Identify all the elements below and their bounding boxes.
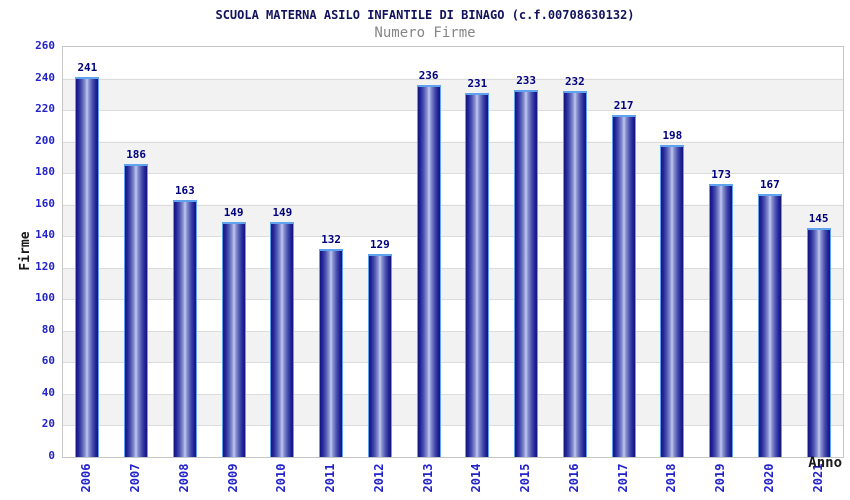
plot-area: 241 186 163 149 149 132 129 236 231 233 232 217 198 1… — [62, 46, 844, 458]
bar-value-label: 145 — [808, 212, 829, 226]
gridline — [63, 141, 843, 143]
y-axis-tick-label: 20 — [41, 417, 55, 431]
y-axis-tick-label: 40 — [41, 385, 55, 399]
x-axis-title: Anno — [808, 455, 842, 471]
bar-value-label: 241 — [77, 60, 98, 74]
bar-value-label: 167 — [759, 177, 780, 191]
bar-value-label: 231 — [467, 76, 488, 90]
gridline — [63, 425, 843, 427]
bar-value-label: 232 — [564, 75, 585, 89]
bar-2010 — [270, 222, 295, 457]
bar-2019 — [709, 184, 734, 457]
bar-value-label: 149 — [223, 206, 244, 220]
bar-value-label: 236 — [418, 68, 439, 82]
bar-2017 — [611, 114, 636, 457]
bar-2014 — [465, 92, 490, 457]
gridline — [63, 362, 843, 364]
bar-2016 — [562, 91, 587, 457]
gridline — [63, 330, 843, 332]
bar-value-label: 132 — [321, 232, 342, 246]
bar-2011 — [319, 248, 344, 457]
y-axis-tick-label: 220 — [35, 102, 55, 116]
bar-value-label: 198 — [662, 128, 683, 142]
bar-2018 — [660, 144, 685, 457]
y-axis-tick-label: 120 — [35, 259, 55, 273]
bar-2006 — [75, 76, 100, 457]
y-axis-tick-label: 0 — [48, 449, 55, 462]
y-axis-tick-label: 260 — [35, 39, 55, 52]
y-axis-tick-label: 180 — [35, 165, 55, 179]
bar-2008 — [172, 199, 197, 457]
bar-value-label: 186 — [126, 147, 147, 161]
bar-value-label: 233 — [516, 73, 537, 87]
gridline — [63, 267, 843, 269]
bar-value-label: 129 — [369, 237, 390, 251]
bar-2007 — [124, 163, 149, 457]
gridline — [63, 110, 843, 112]
gridline — [63, 173, 843, 175]
gridline — [63, 204, 843, 206]
bar-2021 — [806, 228, 831, 457]
gridline — [63, 299, 843, 301]
bar-value-label: 217 — [613, 98, 634, 112]
bar-2015 — [514, 89, 539, 457]
y-axis-tick-label: 200 — [35, 133, 55, 147]
y-axis-tick-label: 160 — [35, 196, 55, 210]
y-axis-tick-label: 140 — [35, 228, 55, 242]
bar-2009 — [221, 222, 246, 457]
y-axis-tick-label: 60 — [41, 354, 55, 368]
chart-title: SCUOLA MATERNA ASILO INFANTILE DI BINAGO… — [215, 8, 635, 22]
gridline — [63, 236, 843, 238]
gridline — [63, 393, 843, 395]
y-axis-tick-label: 100 — [35, 291, 55, 305]
bar-value-label: 149 — [272, 206, 293, 220]
y-axis-title: Firme — [18, 231, 33, 271]
bar-value-label: 173 — [711, 168, 732, 182]
chart-subtitle: Numero Firme — [374, 25, 476, 41]
bar-2012 — [367, 253, 392, 457]
y-axis-tick-label: 80 — [41, 322, 55, 336]
bar-2020 — [757, 193, 782, 457]
gridline — [63, 78, 843, 80]
bar-value-label: 163 — [174, 183, 195, 197]
bar-2013 — [416, 84, 441, 457]
y-axis-tick-label: 240 — [35, 70, 55, 84]
